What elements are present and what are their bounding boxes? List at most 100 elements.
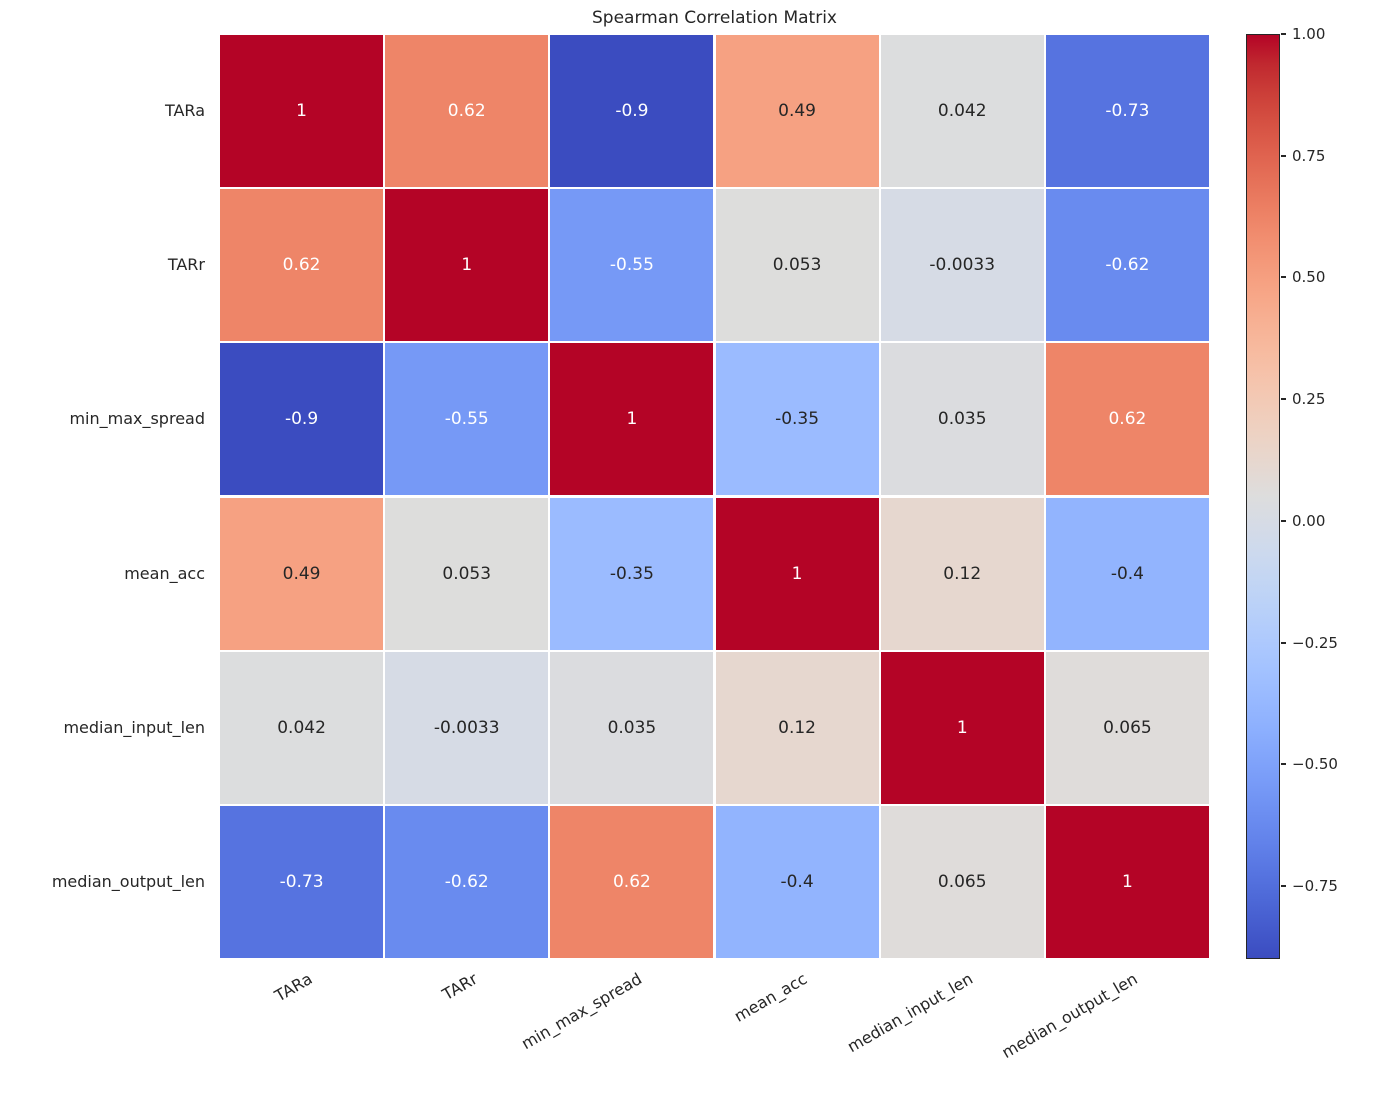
heatmap-cell: 0.035 bbox=[880, 343, 1044, 496]
cell-value: 0.065 bbox=[1103, 717, 1152, 738]
cell-value: 0.042 bbox=[277, 717, 326, 738]
y-tick-label: median_input_len bbox=[63, 717, 205, 737]
heatmap-cell: -0.4 bbox=[715, 805, 879, 958]
cell-value: -0.55 bbox=[444, 409, 489, 430]
cell-value: 0.49 bbox=[282, 563, 321, 584]
cell-value: 0.49 bbox=[778, 101, 816, 122]
colorbar-tick-mark bbox=[1281, 33, 1286, 35]
colorbar bbox=[1246, 34, 1280, 959]
chart-title: Spearman Correlation Matrix bbox=[592, 8, 837, 28]
cell-value: -0.0033 bbox=[433, 717, 500, 738]
cell-value: -0.4 bbox=[1110, 563, 1144, 584]
cell-value: -0.0033 bbox=[929, 255, 996, 276]
heatmap-grid: 1 0.62 -0.9 0.49 0.042 -0.73 0.62 1 -0.55 0.053 -0… bbox=[219, 34, 1210, 959]
cell-value: -0.62 bbox=[1105, 255, 1150, 276]
heatmap-cell: -0.73 bbox=[220, 805, 384, 958]
colorbar-tick-mark bbox=[1281, 763, 1286, 766]
y-tick-label: TARa bbox=[164, 101, 205, 121]
heatmap-cell: 0.62 bbox=[1045, 343, 1209, 496]
cell-value: 0.62 bbox=[612, 871, 651, 892]
cell-value: -0.62 bbox=[444, 871, 489, 892]
cell-value: -0.55 bbox=[609, 255, 654, 276]
cell-value: -0.73 bbox=[279, 871, 324, 892]
heatmap-cell: 0.62 bbox=[220, 189, 384, 342]
heatmap-cell: -0.62 bbox=[1045, 189, 1209, 342]
heatmap-cell: 0.12 bbox=[880, 497, 1044, 650]
colorbar-tick-label: 0.50 bbox=[1292, 268, 1326, 287]
colorbar-tick-label: −0.75 bbox=[1292, 876, 1338, 895]
cell-value: 0.065 bbox=[937, 871, 987, 892]
cell-value: 1 bbox=[791, 563, 803, 584]
cell-value: 1 bbox=[296, 101, 307, 122]
heatmap-cell: 1 bbox=[385, 189, 549, 342]
cell-value: -0.35 bbox=[775, 409, 820, 430]
cell-value: -0.73 bbox=[1105, 101, 1150, 122]
heatmap-cell: -0.73 bbox=[1045, 35, 1209, 188]
heatmap-cell: -0.35 bbox=[550, 497, 714, 650]
colorbar-tick-label: −0.25 bbox=[1292, 633, 1338, 652]
heatmap-cell: -0.9 bbox=[550, 35, 714, 188]
colorbar-tick-mark bbox=[1281, 884, 1286, 887]
cell-value: -0.4 bbox=[780, 871, 814, 892]
heatmap-cell: 1 bbox=[550, 343, 714, 496]
colorbar-tick-label: 0.75 bbox=[1292, 146, 1326, 165]
heatmap-cell: 0.62 bbox=[550, 805, 714, 958]
heatmap-cell: 1 bbox=[220, 35, 384, 188]
cell-value: 0.035 bbox=[937, 409, 987, 430]
cell-value: 0.12 bbox=[778, 717, 816, 738]
heatmap-cell: -0.55 bbox=[550, 189, 714, 342]
heatmap-cell: 0.065 bbox=[1045, 651, 1209, 804]
cell-value: 0.042 bbox=[937, 101, 987, 122]
heatmap-cell: 0.053 bbox=[715, 189, 879, 342]
colorbar-tick-mark bbox=[1281, 154, 1286, 157]
heatmap-cell: 0.49 bbox=[715, 35, 879, 188]
heatmap-cell: -0.9 bbox=[220, 343, 384, 496]
cell-value: 0.62 bbox=[282, 255, 321, 276]
y-tick-label: mean_acc bbox=[124, 563, 205, 583]
colorbar-tick-label: 0.25 bbox=[1292, 390, 1326, 409]
colorbar-tick-label: 1.00 bbox=[1292, 25, 1326, 43]
heatmap-cell: 0.042 bbox=[880, 35, 1044, 188]
cell-value: 0.62 bbox=[447, 101, 486, 122]
cell-value: 1 bbox=[956, 717, 968, 738]
y-tick-label: median_output_len bbox=[51, 871, 205, 891]
colorbar-tick-mark bbox=[1281, 641, 1286, 644]
cell-value: 0.035 bbox=[607, 717, 657, 738]
heatmap-cell: -0.62 bbox=[385, 805, 549, 958]
colorbar-tick-mark bbox=[1281, 398, 1286, 401]
heatmap-cell: 1 bbox=[715, 497, 879, 650]
heatmap-cell: 0.042 bbox=[220, 651, 384, 804]
y-tick-label: TARr bbox=[167, 255, 205, 275]
heatmap-cell: -0.55 bbox=[385, 343, 549, 496]
heatmap-cell: 0.053 bbox=[385, 497, 549, 650]
colorbar-tick-mark bbox=[1281, 519, 1286, 522]
heatmap-cell: 0.035 bbox=[550, 651, 714, 804]
heatmap-cell: 0.62 bbox=[385, 35, 549, 188]
heatmap-cell: 0.49 bbox=[220, 497, 384, 650]
heatmap-cell: 0.12 bbox=[715, 651, 879, 804]
cell-value: -0.9 bbox=[615, 101, 649, 122]
cell-value: 1 bbox=[461, 255, 473, 276]
heatmap-cell: -0.4 bbox=[1045, 497, 1209, 650]
cell-value: 0.12 bbox=[943, 563, 982, 584]
cell-value: 1 bbox=[626, 409, 638, 430]
heatmap-cell: 1 bbox=[880, 651, 1044, 804]
y-tick-label: min_max_spread bbox=[69, 409, 205, 429]
colorbar-tick-mark bbox=[1281, 276, 1286, 279]
cell-value: 0.62 bbox=[1108, 409, 1147, 430]
cell-value: 0.053 bbox=[442, 563, 492, 584]
colorbar-tick-label: −0.50 bbox=[1292, 755, 1338, 774]
cell-value: 0.053 bbox=[772, 255, 822, 276]
heatmap-cell: -0.0033 bbox=[880, 189, 1044, 342]
colorbar-tick-label: 0.00 bbox=[1292, 511, 1326, 530]
cell-value: -0.9 bbox=[284, 409, 319, 430]
heatmap-cell: -0.35 bbox=[715, 343, 879, 496]
cell-value: -0.35 bbox=[609, 563, 654, 584]
cell-value: 1 bbox=[1121, 871, 1133, 892]
heatmap-cell: -0.0033 bbox=[385, 651, 549, 804]
heatmap-cell: 0.065 bbox=[880, 805, 1044, 958]
heatmap-cell: 1 bbox=[1045, 805, 1209, 958]
